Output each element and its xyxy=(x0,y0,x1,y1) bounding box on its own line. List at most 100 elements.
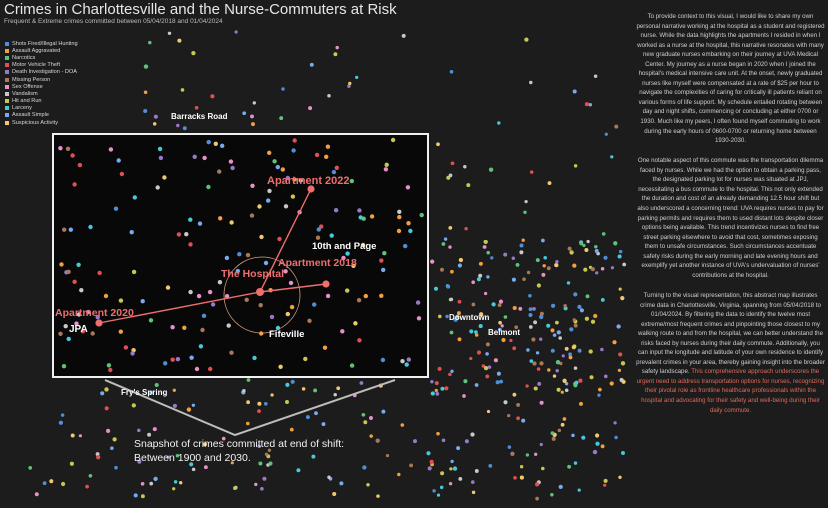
snapshot-crime-point xyxy=(237,252,242,257)
crime-point xyxy=(58,420,64,425)
crime-point xyxy=(584,316,590,321)
crime-point xyxy=(512,346,517,351)
crime-point xyxy=(525,384,529,388)
snapshot-crime-point xyxy=(307,318,312,323)
snapshot-crime-point xyxy=(206,184,211,190)
crime-point xyxy=(503,400,508,405)
crime-point xyxy=(485,374,490,379)
snapshot-crime-point xyxy=(123,345,129,350)
crime-point xyxy=(400,423,405,427)
snapshot-crime-point xyxy=(291,148,296,153)
crime-point xyxy=(435,392,440,396)
crime-point xyxy=(179,481,183,485)
crime-point xyxy=(503,315,508,319)
crime-point xyxy=(474,469,479,473)
crime-point xyxy=(610,155,614,159)
snapshot-crime-point xyxy=(206,139,211,145)
crime-point xyxy=(309,62,314,67)
crime-point xyxy=(572,89,577,94)
snapshot-crime-point xyxy=(396,228,402,234)
crime-point xyxy=(437,314,442,319)
snapshot-crime-point xyxy=(189,355,194,360)
snapshot-crime-point xyxy=(228,159,234,164)
legend-swatch xyxy=(5,41,9,46)
crime-point xyxy=(457,337,462,342)
crime-point xyxy=(609,381,614,386)
snapshot-crime-point xyxy=(220,143,225,148)
crime-point xyxy=(577,304,582,310)
legend-label: Motor Vehicle Theft xyxy=(12,62,61,69)
crime-point xyxy=(610,266,615,270)
page-subtitle: Frequent & Extreme crimes committed betw… xyxy=(4,18,223,25)
snapshot-crime-point xyxy=(285,175,290,181)
crime-point xyxy=(500,324,504,328)
snapshot-crime-point xyxy=(80,329,86,334)
snapshot-crime-point xyxy=(285,311,290,317)
snapshot-crime-point xyxy=(340,329,345,334)
crime-point xyxy=(593,74,598,78)
snapshot-crime-point xyxy=(416,316,422,321)
crime-point xyxy=(514,325,519,330)
crime-point xyxy=(49,479,54,484)
snapshot-crime-point xyxy=(322,345,328,350)
snapshot-crime-point xyxy=(381,267,386,273)
crime-point xyxy=(250,114,254,119)
snapshot-crime-point xyxy=(182,325,187,330)
crime-point xyxy=(267,448,272,452)
crime-point xyxy=(555,368,559,373)
legend-item: Larceny xyxy=(5,105,78,112)
crime-point xyxy=(449,330,454,335)
crime-point xyxy=(534,482,540,487)
narrative-paragraph-2: One notable aspect of this commute was t… xyxy=(637,157,824,279)
crime-point xyxy=(524,37,529,42)
snapshot-crime-point xyxy=(379,293,384,298)
fifeville-label: Fifeville xyxy=(269,329,305,340)
apartment-2020-label: Apartment 2020 xyxy=(55,307,134,319)
snapshot-crime-point xyxy=(249,213,255,218)
snapshot-crime-point xyxy=(235,268,240,274)
crime-point xyxy=(618,287,622,291)
crime-point xyxy=(523,210,527,215)
crime-point xyxy=(376,494,380,498)
crime-point xyxy=(613,241,618,246)
crime-point xyxy=(509,338,513,343)
snapshot-crime-point xyxy=(277,236,282,242)
crime-point xyxy=(541,238,545,243)
snapshot-crime-point xyxy=(314,152,320,158)
legend-item: Hit and Run xyxy=(5,98,78,105)
crime-point xyxy=(166,455,170,459)
crime-point xyxy=(242,388,246,393)
crime-point xyxy=(594,249,599,253)
crime-point xyxy=(600,444,605,449)
crime-point xyxy=(585,294,590,299)
crime-point xyxy=(176,123,180,128)
snapshot-crime-point xyxy=(162,175,167,180)
crime-point xyxy=(515,262,520,267)
crime-point xyxy=(448,226,453,230)
snapshot-crime-point xyxy=(207,289,213,295)
crime-point xyxy=(528,294,532,298)
snapshot-crime-point xyxy=(369,214,375,219)
crime-point xyxy=(516,416,520,421)
crime-point xyxy=(579,308,584,313)
snapshot-crime-point xyxy=(70,153,75,158)
crime-point xyxy=(593,313,598,319)
crime-point xyxy=(436,431,440,436)
crime-point xyxy=(488,167,494,172)
crime-point xyxy=(581,435,586,440)
legend-item: Suspicious Activity xyxy=(5,119,78,126)
crime-point xyxy=(521,418,526,423)
snapshot-crime-point xyxy=(266,198,271,203)
crime-point xyxy=(397,472,401,477)
legend-label: Vandalism xyxy=(12,90,38,97)
crime-point xyxy=(28,466,33,470)
crime-point xyxy=(539,442,543,447)
crime-point xyxy=(592,449,598,455)
crime-point xyxy=(314,411,318,416)
snapshot-crime-point xyxy=(175,357,181,362)
snapshot-crime-point xyxy=(283,204,289,209)
legend-swatch xyxy=(5,106,9,111)
crime-point xyxy=(88,473,93,478)
snapshot-crime-point xyxy=(397,214,402,220)
snapshot-crime-point xyxy=(275,164,280,170)
